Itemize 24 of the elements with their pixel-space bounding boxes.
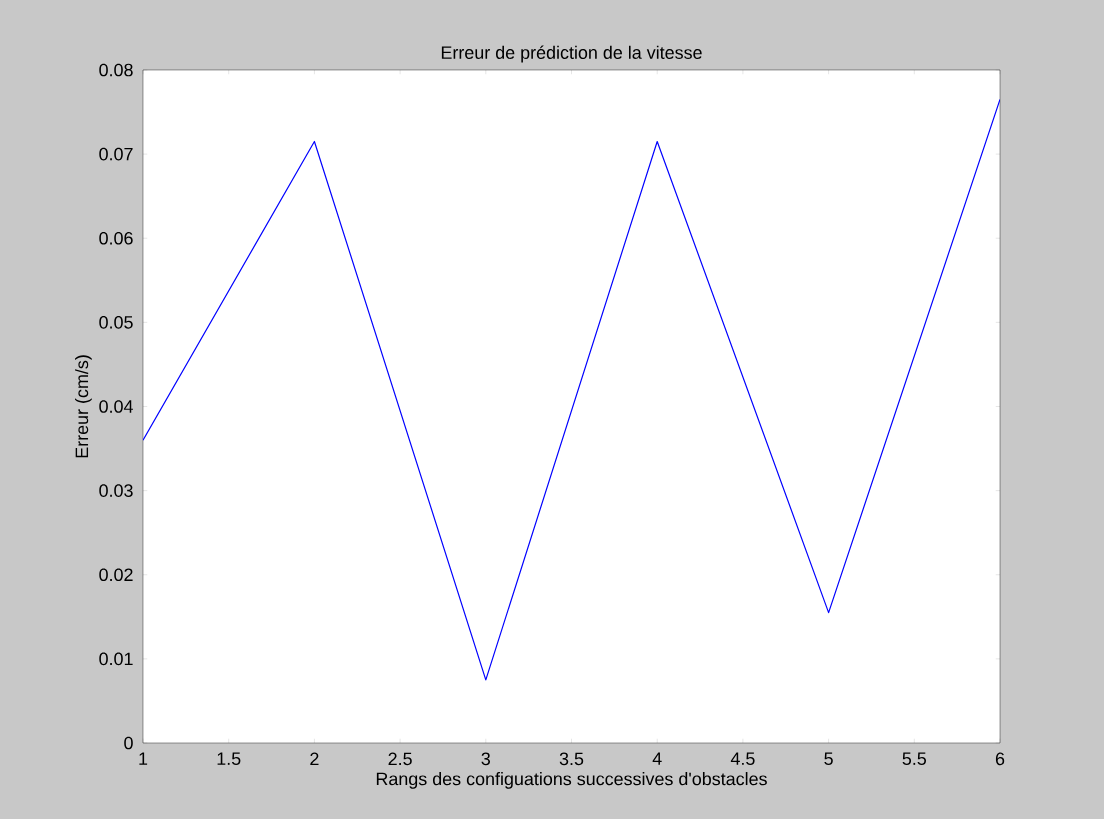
y-tick-label: 0.02 [99,568,133,582]
y-tick-label: 0.05 [99,316,133,329]
y-tick-label: 0.01 [99,652,133,666]
x-axis-title: Rangs des configuations successives d'obstacles [376,772,767,789]
x-tick-label: 5 [824,752,833,766]
x-tick-label: 5.5 [902,752,927,766]
x-tick-label: 1.5 [217,752,241,766]
y-tick-label: 0.03 [99,484,133,497]
x-tick-label: 4 [652,752,662,765]
x-tick-label: 4.5 [730,752,755,766]
x-tick-label: 3 [481,752,491,766]
y-tick-label: 0.04 [99,400,133,413]
x-tick-label: 2 [310,752,319,766]
y-tick-label: 0.06 [99,231,133,245]
x-tick-label: 2.5 [388,752,412,766]
y-axis-title: Erreur (cm/s) [75,355,92,458]
line-series [143,98,1001,681]
x-tick-label: 6 [995,752,1005,766]
y-tick-label: 0.07 [99,147,133,161]
y-tick-label: 0 [124,736,133,750]
y-tick-label: 0.08 [99,63,133,77]
chart-title: Erreur de prédiction de la vitesse [441,45,702,63]
x-tick-label: 1 [139,752,148,765]
x-tick-label: 3.5 [559,752,584,766]
